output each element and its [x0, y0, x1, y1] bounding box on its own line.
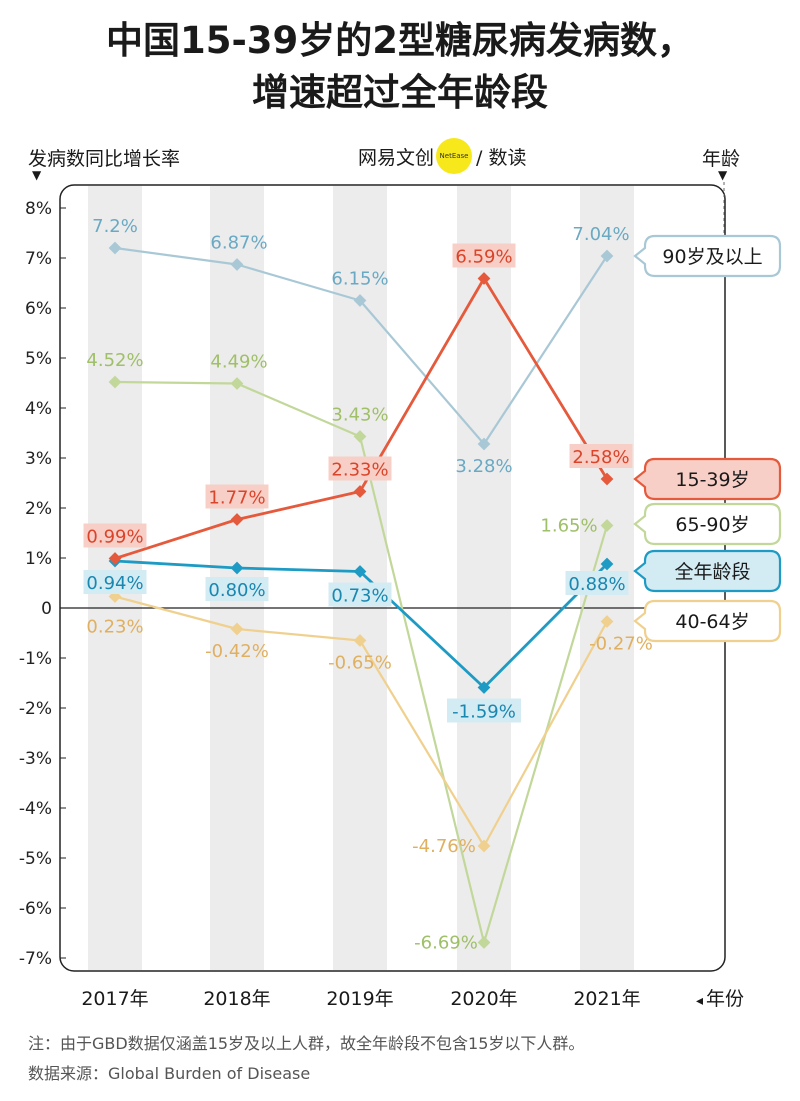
- column-band: [333, 186, 387, 970]
- source-note: 数据来源：Global Burden of Disease: [28, 1064, 311, 1083]
- y-tick-label: -7%: [19, 949, 52, 969]
- data-label-bg: [447, 698, 521, 723]
- legend-item: 15-39岁: [633, 457, 782, 501]
- legend-label: 65-90岁: [675, 514, 749, 536]
- data-label: 3.28%: [455, 456, 512, 477]
- data-label: 7.2%: [92, 216, 138, 237]
- legend-box: [633, 502, 782, 546]
- data-label: 6.15%: [331, 269, 388, 290]
- data-point: [353, 430, 367, 443]
- age-arrow-icon: ▼: [718, 168, 728, 182]
- x-axis-label: 年份: [706, 988, 744, 1010]
- data-label: 2.33%: [331, 460, 388, 481]
- y-axis-label: 发病数同比增长率: [28, 148, 181, 170]
- chart-title-line1: 中国15-39岁的2型糖尿病发病数，: [105, 19, 695, 62]
- data-label: 3.43%: [331, 405, 388, 426]
- x-tick-label: 2020年: [450, 988, 517, 1010]
- logo-circle: NetEase: [436, 138, 473, 174]
- data-label: -0.65%: [328, 653, 392, 674]
- data-label: -0.42%: [205, 641, 269, 662]
- y-tick-label: 7%: [25, 249, 52, 269]
- x-tick-label: 2019年: [326, 988, 393, 1010]
- legend-label: 15-39岁: [675, 469, 749, 491]
- data-label: 0.80%: [208, 580, 265, 601]
- data-label: 0.23%: [86, 617, 143, 638]
- legend-item: 全年龄段: [633, 549, 782, 593]
- x-tick-label: 2021年: [573, 988, 640, 1010]
- data-label: 1.65%: [540, 516, 597, 537]
- data-label: -4.76%: [412, 836, 476, 857]
- data-label: 0.99%: [86, 527, 143, 548]
- y-tick-label: 6%: [25, 299, 52, 319]
- y-tick-label: -4%: [19, 799, 52, 819]
- column-band: [457, 186, 511, 970]
- y-tick-label: 2%: [25, 499, 52, 519]
- legend-item: 65-90岁: [633, 502, 782, 546]
- data-point: [230, 377, 244, 390]
- y-tick-label: 8%: [25, 199, 52, 219]
- data-label: 2.58%: [572, 447, 629, 468]
- chart-title-line2: 增速超过全年龄段: [252, 71, 548, 114]
- data-label: 0.94%: [86, 573, 143, 594]
- age-label: 年龄: [702, 148, 741, 170]
- data-point: [230, 258, 244, 271]
- data-label: 4.52%: [86, 350, 143, 371]
- data-label: 6.87%: [210, 233, 267, 254]
- data-point: [353, 485, 367, 498]
- data-label-bg: [328, 456, 392, 481]
- x-tick-label: 2017年: [81, 988, 148, 1010]
- y-tick-label: -6%: [19, 899, 52, 919]
- y-tick-label: -5%: [19, 849, 52, 869]
- data-label-bg: [83, 570, 147, 594]
- y-axis-arrow-icon: ▼: [32, 168, 42, 182]
- y-tick-label: 5%: [25, 349, 52, 369]
- y-tick-label: 1%: [25, 549, 52, 569]
- data-label: 7.04%: [572, 224, 629, 245]
- legend-box: [633, 599, 782, 643]
- data-label-bg: [83, 523, 147, 548]
- data-label: -0.27%: [589, 634, 653, 655]
- legend-label: 90岁及以上: [662, 246, 762, 268]
- data-label: 1.77%: [208, 488, 265, 509]
- y-tick-label: 3%: [25, 449, 52, 469]
- y-tick-label: 0: [41, 599, 52, 619]
- data-label-bg: [452, 243, 516, 268]
- footnote: 注：由于GBD数据仅涵盖15岁及以上人群，故全年龄段不包含15岁以下人群。: [28, 1034, 585, 1053]
- data-label: 6.59%: [455, 247, 512, 268]
- legend-box: [633, 234, 782, 278]
- legend-label: 全年龄段: [674, 561, 750, 583]
- y-tick-label: -1%: [19, 649, 52, 669]
- data-label-bg: [565, 571, 629, 595]
- y-tick-label: -2%: [19, 699, 52, 719]
- y-tick-label: -3%: [19, 749, 52, 769]
- data-point: [477, 272, 491, 285]
- data-point: [108, 241, 122, 255]
- data-label-bg: [328, 582, 392, 607]
- data-label: -6.69%: [414, 933, 478, 954]
- y-tick-label: 4%: [25, 399, 52, 419]
- logo-text-left: 网易文创: [358, 146, 435, 169]
- data-point: [353, 294, 367, 307]
- data-point: [108, 375, 122, 389]
- data-label: 4.49%: [210, 352, 267, 373]
- logo-text-right: / 数读: [476, 146, 527, 169]
- data-label-bg: [205, 484, 269, 509]
- data-label: 0.73%: [331, 586, 388, 607]
- data-label: 0.88%: [568, 574, 625, 595]
- legend-item: 40-64岁: [633, 599, 782, 643]
- legend-box: [633, 549, 782, 593]
- data-label: -1.59%: [452, 702, 516, 723]
- logo: 网易文创 NetEase / 数读: [358, 138, 526, 174]
- x-tick-label: 2018年: [203, 988, 270, 1010]
- data-label-bg: [205, 577, 269, 601]
- legend-label: 40-64岁: [675, 611, 749, 633]
- data-point: [477, 437, 491, 451]
- legend-box: [633, 457, 782, 501]
- data-label-bg: [569, 444, 633, 468]
- x-axis-arrow-icon: ◂: [696, 993, 703, 1009]
- legend-item: 90岁及以上: [633, 234, 782, 278]
